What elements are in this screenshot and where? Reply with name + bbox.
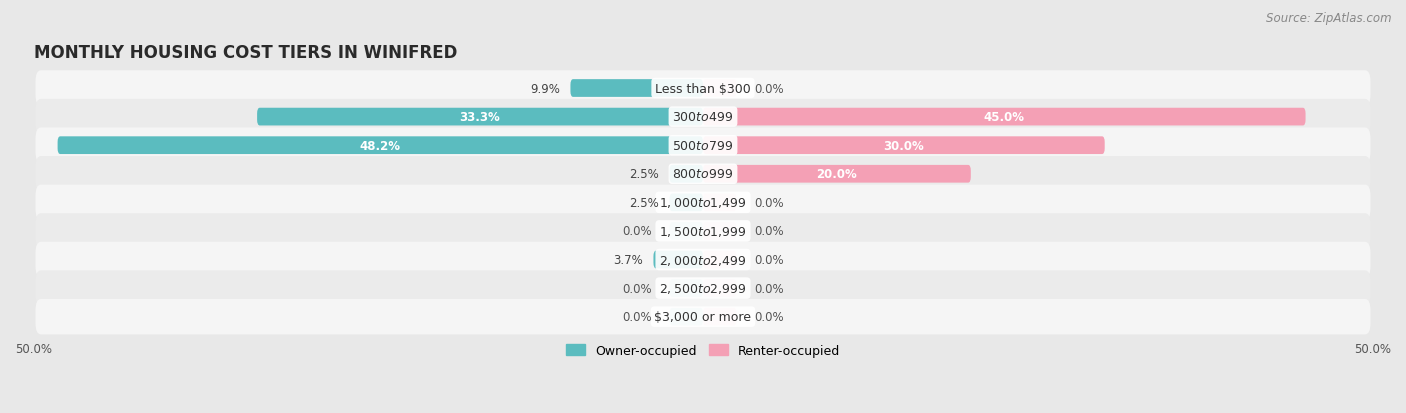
FancyBboxPatch shape: [35, 214, 1371, 249]
FancyBboxPatch shape: [571, 80, 703, 97]
Text: 0.0%: 0.0%: [623, 282, 652, 295]
FancyBboxPatch shape: [654, 251, 703, 269]
Text: 30.0%: 30.0%: [883, 139, 924, 152]
FancyBboxPatch shape: [703, 137, 1105, 155]
Text: Source: ZipAtlas.com: Source: ZipAtlas.com: [1267, 12, 1392, 25]
FancyBboxPatch shape: [35, 299, 1371, 335]
Text: 0.0%: 0.0%: [754, 311, 783, 323]
Text: 2.5%: 2.5%: [628, 168, 659, 181]
Text: 45.0%: 45.0%: [984, 111, 1025, 124]
Text: 0.0%: 0.0%: [623, 311, 652, 323]
Text: 20.0%: 20.0%: [817, 168, 858, 181]
Text: 0.0%: 0.0%: [754, 282, 783, 295]
FancyBboxPatch shape: [35, 157, 1371, 192]
Text: $3,000 or more: $3,000 or more: [655, 311, 751, 323]
FancyBboxPatch shape: [58, 137, 703, 155]
Text: MONTHLY HOUSING COST TIERS IN WINIFRED: MONTHLY HOUSING COST TIERS IN WINIFRED: [34, 44, 457, 62]
FancyBboxPatch shape: [703, 308, 737, 326]
Text: $500 to $799: $500 to $799: [672, 139, 734, 152]
Text: 9.9%: 9.9%: [530, 82, 560, 95]
Text: 0.0%: 0.0%: [754, 254, 783, 266]
FancyBboxPatch shape: [703, 166, 970, 183]
FancyBboxPatch shape: [703, 223, 737, 240]
FancyBboxPatch shape: [35, 71, 1371, 107]
FancyBboxPatch shape: [703, 109, 1306, 126]
FancyBboxPatch shape: [669, 280, 703, 297]
Text: $300 to $499: $300 to $499: [672, 111, 734, 124]
FancyBboxPatch shape: [703, 280, 737, 297]
FancyBboxPatch shape: [35, 128, 1371, 164]
FancyBboxPatch shape: [35, 242, 1371, 278]
Text: 3.7%: 3.7%: [613, 254, 643, 266]
Text: $800 to $999: $800 to $999: [672, 168, 734, 181]
Text: 0.0%: 0.0%: [754, 196, 783, 209]
Text: Less than $300: Less than $300: [655, 82, 751, 95]
Text: 0.0%: 0.0%: [754, 82, 783, 95]
Text: 33.3%: 33.3%: [460, 111, 501, 124]
Text: $1,500 to $1,999: $1,500 to $1,999: [659, 224, 747, 238]
Text: $2,500 to $2,999: $2,500 to $2,999: [659, 281, 747, 295]
Text: 2.5%: 2.5%: [628, 196, 659, 209]
FancyBboxPatch shape: [669, 194, 703, 212]
Text: $1,000 to $1,499: $1,000 to $1,499: [659, 196, 747, 210]
FancyBboxPatch shape: [703, 194, 737, 212]
FancyBboxPatch shape: [35, 271, 1371, 306]
FancyBboxPatch shape: [669, 166, 703, 183]
FancyBboxPatch shape: [703, 251, 737, 269]
FancyBboxPatch shape: [35, 185, 1371, 221]
Text: $2,000 to $2,499: $2,000 to $2,499: [659, 253, 747, 267]
FancyBboxPatch shape: [669, 308, 703, 326]
Legend: Owner-occupied, Renter-occupied: Owner-occupied, Renter-occupied: [561, 339, 845, 362]
FancyBboxPatch shape: [257, 109, 703, 126]
Text: 0.0%: 0.0%: [754, 225, 783, 238]
Text: 0.0%: 0.0%: [623, 225, 652, 238]
FancyBboxPatch shape: [703, 80, 737, 97]
FancyBboxPatch shape: [35, 100, 1371, 135]
Text: 48.2%: 48.2%: [360, 139, 401, 152]
FancyBboxPatch shape: [669, 223, 703, 240]
